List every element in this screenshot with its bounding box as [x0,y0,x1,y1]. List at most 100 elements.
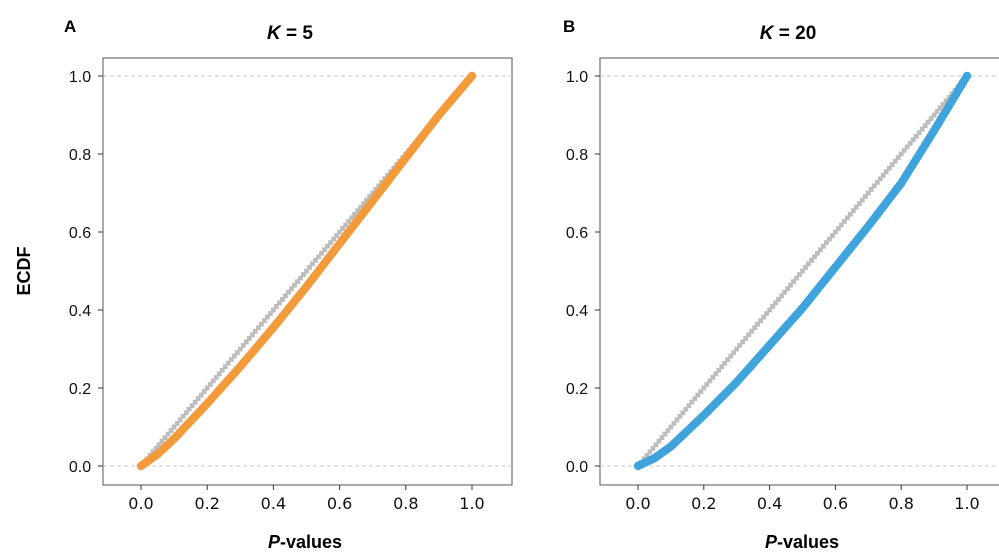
reference-point [340,226,346,231]
x-tick-label: 0.0 [128,494,153,513]
reference-point [758,318,764,324]
reference-point [234,350,240,355]
reference-point [204,385,210,391]
reference-point [292,282,297,288]
reference-point [716,367,722,373]
reference-point [252,328,258,334]
y-tick-label: 0.0 [566,459,588,476]
reference-point [713,371,719,377]
reference-point [844,215,850,221]
reference-point [755,321,761,327]
reference-point [162,435,168,441]
reference-point [271,307,276,313]
reference-point [189,403,195,409]
reference-point [647,449,653,455]
reference-point [180,413,186,419]
reference-point [919,126,925,132]
reference-point [910,137,916,143]
panel-b-letter: B [563,17,575,36]
panel-b-x-axis-label: P-values [765,532,839,552]
reference-point [889,162,895,168]
reference-point [761,314,767,320]
y-tick-label: 0.6 [69,225,91,242]
reference-point [868,187,874,192]
reference-point [364,197,370,203]
panel-b-series [633,71,972,471]
y-tick-label: 0.8 [566,147,588,164]
reference-point [722,360,728,366]
reference-point [937,105,943,111]
reference-point [895,155,901,160]
reference-point [177,417,183,423]
panel-b-x-ticks: 0.0 0.2 0.4 0.6 0.8 1.0 [625,485,980,513]
reference-point [731,350,737,355]
reference-point [677,413,683,419]
reference-point [940,101,946,107]
reference-point [841,218,847,224]
y-tick-label: 0.6 [566,225,588,242]
reference-point [379,179,385,185]
reference-point [886,165,892,171]
reference-point [653,442,659,448]
reference-point [934,109,940,114]
x-tick-label: 1.0 [954,494,979,513]
reference-point [767,307,772,313]
reference-point [650,445,656,451]
reference-point [370,190,376,196]
reference-point [355,208,361,214]
reference-point [183,410,189,416]
reference-point [240,343,246,348]
reference-point [913,133,919,139]
reference-point [674,417,680,423]
x-tick-label: 0.6 [327,494,352,513]
reference-point [213,374,219,380]
reference-point [743,335,749,341]
panel-a: A K = 5 ECDF P-values 0.0 0.2 0.4 0.6 0.8 1.0… [14,17,513,552]
reference-point [304,268,309,274]
reference-point [331,236,336,242]
y-tick-label: 1.0 [566,69,588,86]
reference-point [773,300,778,306]
x-tick-label: 0.2 [691,494,716,513]
reference-point [683,406,689,412]
reference-point [943,98,949,104]
reference-point [662,431,668,437]
reference-point [171,424,177,430]
panel-b-title-rest: = 20 [773,23,816,44]
x-tick-label: 0.8 [393,494,418,513]
reference-point [277,300,282,306]
reference-point [322,247,327,253]
reference-point [838,222,844,228]
reference-point [922,123,928,129]
reference-point [680,410,686,416]
panel-a-plot-frame [102,57,513,486]
y-tick-label: 0.2 [69,381,91,398]
reference-point [749,328,755,334]
panel-a-series [136,71,477,471]
reference-point [289,286,294,292]
reference-point [210,378,216,384]
reference-point [835,226,841,231]
reference-point [928,116,934,121]
reference-point [821,243,826,249]
panel-a-title-var: K [267,23,282,44]
reference-point [668,424,674,430]
x-tick-label: 0.4 [757,494,782,513]
reference-point [361,201,367,207]
reference-point [770,304,775,309]
reference-point [704,382,710,387]
reference-point [346,218,352,224]
reference-point [794,275,799,281]
reference-point [785,286,790,292]
reference-point [740,339,746,345]
y-tick-label: 0.4 [69,303,91,320]
reference-point [764,311,770,316]
reference-point [898,151,904,157]
reference-point [686,403,692,409]
reference-point [850,208,856,214]
ecdf-series [136,71,477,471]
reference-point [219,367,225,373]
reference-point [818,247,823,253]
reference-point [264,314,270,320]
reference-point [316,254,321,260]
